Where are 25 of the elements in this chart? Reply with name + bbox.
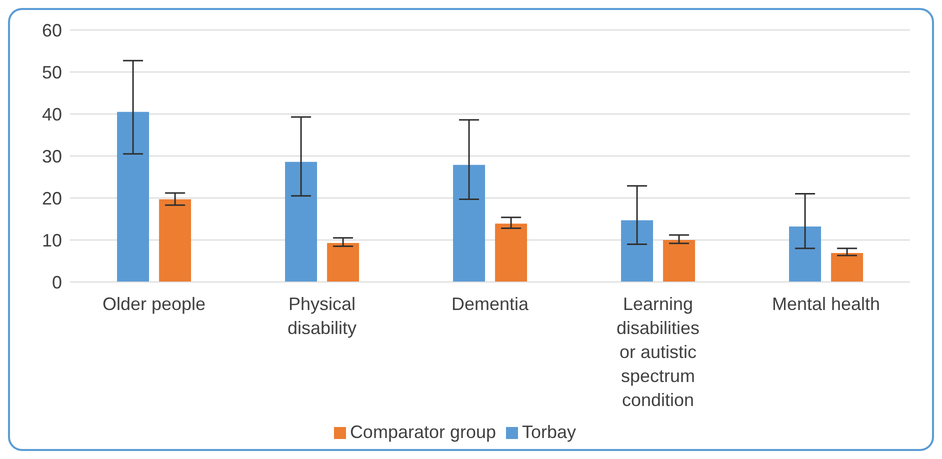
x-tick-label: Physical disability: [287, 294, 357, 338]
x-tick-label: Learning disabilities or autistic spectrum condition: [616, 294, 700, 410]
y-tick-label: 20: [42, 188, 62, 208]
bar: [495, 224, 528, 282]
bar: [453, 164, 486, 282]
y-tick-label: 40: [42, 104, 62, 124]
y-tick-label: 30: [42, 146, 62, 166]
y-tick-label: 50: [42, 62, 62, 82]
chart-frame: Comparator group Torbay Older people Physical disability Dementia Learning disabilities or autistic spectrum condition Mental health 0 10 20 30 40 50 60: [8, 8, 934, 451]
bar: [159, 199, 192, 282]
x-tick-label: Dementia: [451, 294, 530, 314]
bar: [327, 242, 360, 282]
legend-label: Torbay: [522, 422, 576, 442]
y-tick-label: 0: [52, 272, 62, 292]
y-tick-label: 10: [42, 230, 62, 250]
legend-label: Comparator group: [350, 422, 496, 442]
y-tick-label: 60: [42, 20, 62, 40]
bar: [117, 112, 150, 282]
bar: [663, 240, 696, 282]
bar: [789, 226, 822, 282]
x-tick-label: Older people: [102, 294, 206, 314]
bar: [831, 253, 864, 282]
bar: [285, 162, 318, 282]
x-tick-label: Mental health: [772, 294, 880, 314]
bar: [621, 220, 654, 282]
